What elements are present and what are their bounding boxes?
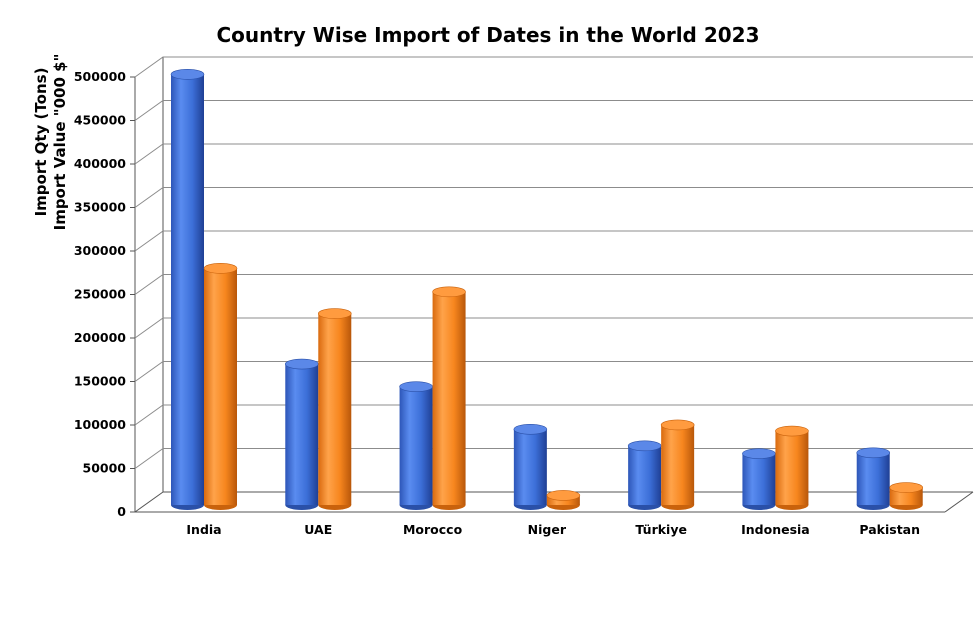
bar-cap xyxy=(742,448,776,459)
bar-cap xyxy=(432,286,466,298)
bar-india-series-1 xyxy=(170,69,205,510)
gridline xyxy=(134,143,973,165)
gridline xyxy=(134,56,973,78)
y-axis-title: Import Qty (Tons) Import Value "000 $" xyxy=(32,54,69,231)
y-tick-label: 250000 xyxy=(74,287,126,302)
bar-cap xyxy=(513,424,548,435)
bar-body xyxy=(432,291,466,505)
gridline xyxy=(134,404,973,426)
bar-uae-series-2 xyxy=(317,308,352,510)
x-tick-label: India xyxy=(186,522,221,537)
gridline xyxy=(134,187,973,208)
bar-türkiye-series-1 xyxy=(627,440,662,510)
y-tick-label: 450000 xyxy=(74,113,126,128)
x-tick-label: Pakistan xyxy=(859,522,920,537)
bar-niger-series-1 xyxy=(513,424,548,510)
gridline xyxy=(134,361,973,382)
y-tick-label: 400000 xyxy=(74,156,126,171)
bar-cap xyxy=(856,447,891,459)
bar-indonesia-series-2 xyxy=(775,425,809,510)
bar-cap xyxy=(399,381,433,392)
x-tick-label: Indonesia xyxy=(741,522,810,537)
y-tick-label: 0 xyxy=(117,504,126,519)
floor-right-edge xyxy=(944,491,974,513)
bar-body xyxy=(204,268,237,505)
bar-pakistan-series-2 xyxy=(889,482,924,510)
gridline xyxy=(134,230,973,252)
gridline xyxy=(134,448,973,469)
bar-indonesia-series-1 xyxy=(742,448,776,510)
bar-body xyxy=(775,431,809,505)
gridlines xyxy=(134,56,973,469)
x-tick-label: Türkiye xyxy=(635,522,687,537)
y-tick-label: 350000 xyxy=(74,200,126,215)
bar-body xyxy=(742,453,776,505)
bar-cap xyxy=(170,69,205,80)
bar-body xyxy=(318,313,352,505)
bar-uae-series-1 xyxy=(284,358,319,510)
bar-body xyxy=(628,445,662,505)
gridline xyxy=(134,317,973,339)
x-tick-label: UAE xyxy=(304,522,332,537)
gridline xyxy=(134,274,973,295)
bar-cap xyxy=(775,425,809,437)
chart-title: Country Wise Import of Dates in the Worl… xyxy=(216,23,759,47)
y-tick-label: 300000 xyxy=(74,243,126,258)
bar-niger-series-2 xyxy=(546,490,581,510)
y-tick-label: 500000 xyxy=(74,69,126,84)
x-tick-label: Niger xyxy=(528,522,567,537)
bar-cap xyxy=(284,358,319,370)
x-tick-label: Morocco xyxy=(403,522,463,537)
bar-cap xyxy=(627,440,662,452)
y-axis-label-line-1: Import Qty (Tons) xyxy=(32,68,50,217)
plot-frame xyxy=(134,57,974,513)
bar-body xyxy=(513,429,547,505)
bar-cap xyxy=(660,419,695,431)
bar-body xyxy=(171,74,204,505)
y-axis-label-line-2: Import Value "000 $" xyxy=(51,54,69,231)
x-axis-categories: India UAE Morocco Niger Türkiye Indonesia Paki… xyxy=(186,522,920,537)
y-tick-label: 150000 xyxy=(74,374,126,389)
bar-body xyxy=(661,424,695,505)
bar-türkiye-series-2 xyxy=(660,419,695,510)
y-tick-label: 200000 xyxy=(74,330,126,345)
gridline xyxy=(134,100,973,121)
y-axis-ticks: 0 50000 100000 150000 200000 250000 300000 3500… xyxy=(74,69,135,519)
bar-body xyxy=(399,386,433,505)
bars xyxy=(170,69,924,510)
bar-india-series-2 xyxy=(203,263,238,510)
bar-cap xyxy=(317,308,352,319)
bar-cap xyxy=(546,490,581,501)
y-tick-label: 100000 xyxy=(74,417,126,432)
bar-cap xyxy=(889,482,924,493)
bar-pakistan-series-1 xyxy=(856,447,891,510)
y-tick-label: 50000 xyxy=(83,461,127,476)
bar-morocco-series-2 xyxy=(432,286,466,510)
bar-cap xyxy=(203,263,238,274)
bar-morocco-series-1 xyxy=(399,381,433,510)
bar-body xyxy=(856,452,890,505)
bar-body xyxy=(285,364,319,505)
